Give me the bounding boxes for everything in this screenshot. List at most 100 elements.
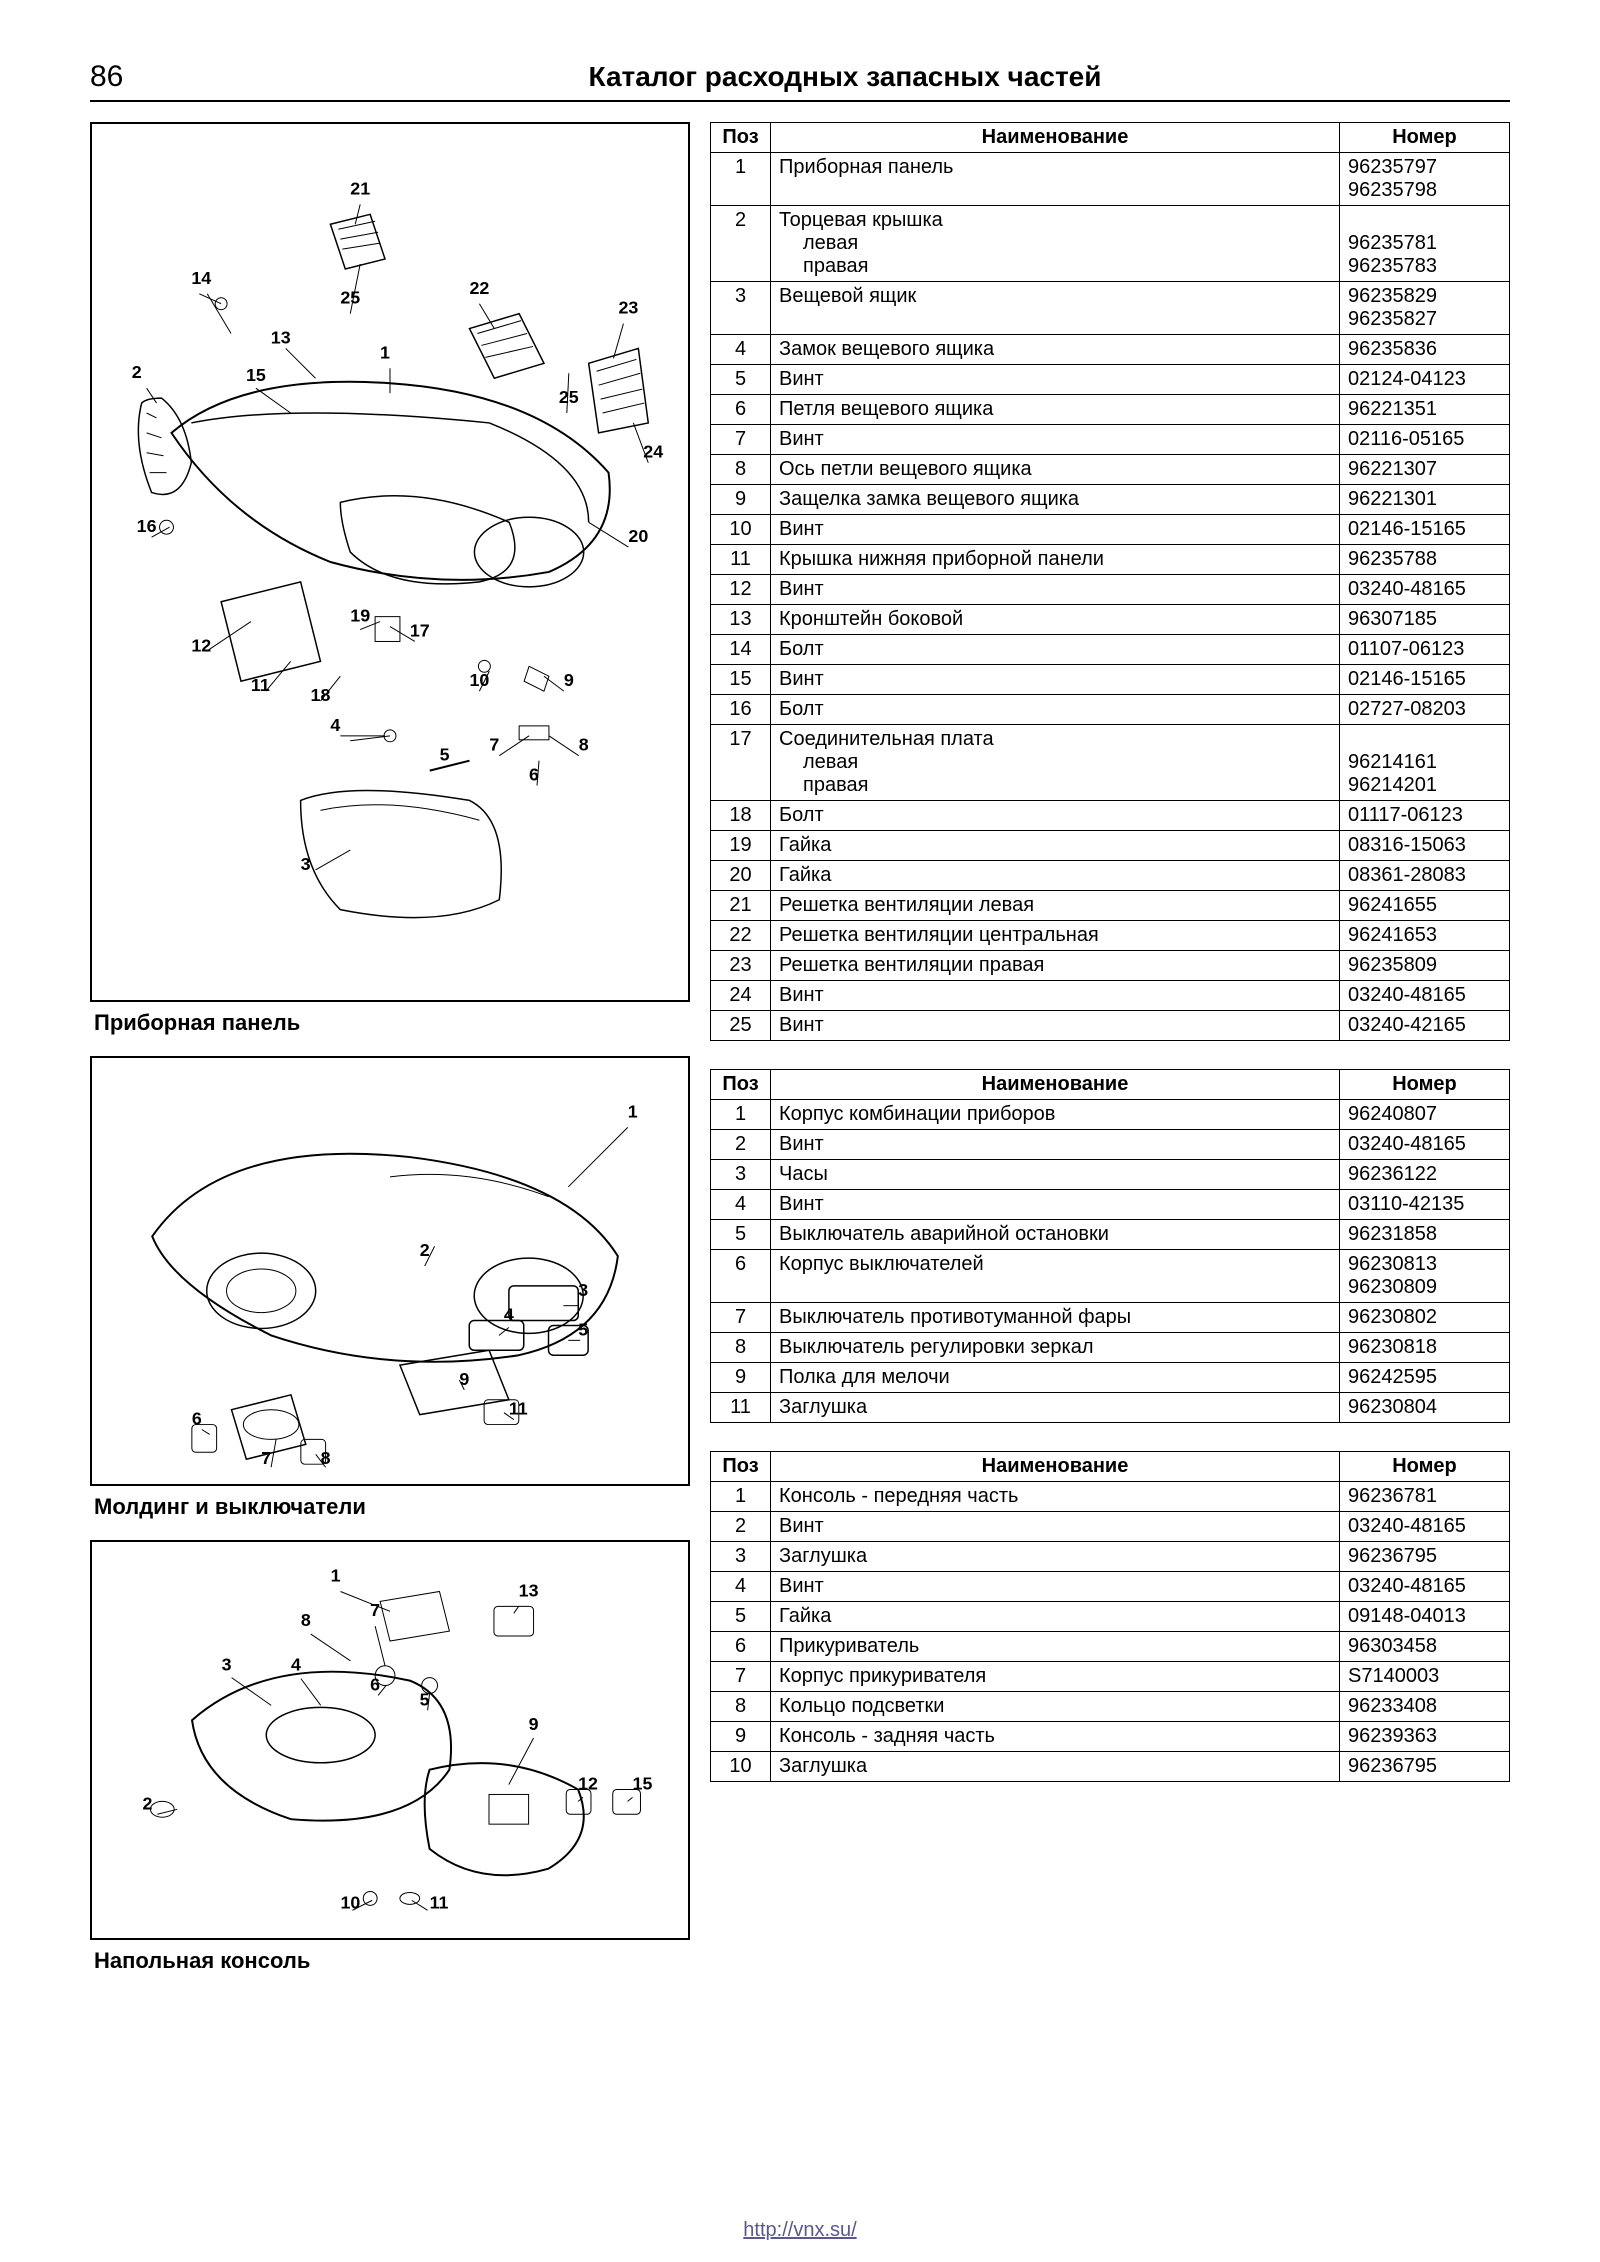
- cell-num: 09148-04013: [1340, 1602, 1510, 1632]
- cell-name: Винт: [771, 1512, 1340, 1542]
- table-row: 4Винт03240-48165: [711, 1572, 1510, 1602]
- callout-label: 4: [291, 1655, 301, 1675]
- table-row: 8Кольцо подсветки96233408: [711, 1692, 1510, 1722]
- cell-pos: 11: [711, 545, 771, 575]
- cell-name: Крышка нижняя приборной панели: [771, 545, 1340, 575]
- callout-label: 9: [529, 1714, 539, 1734]
- cell-num: 96221301: [1340, 485, 1510, 515]
- callout-label: 14: [191, 268, 211, 288]
- callout-label: 3: [578, 1280, 588, 1300]
- table-row: 18Болт01117-06123: [711, 801, 1510, 831]
- cell-name: Корпус комбинации приборов: [771, 1100, 1340, 1130]
- callout-label: 12: [191, 635, 211, 655]
- callout-label: 19: [350, 606, 370, 626]
- cell-pos: 3: [711, 282, 771, 335]
- cell-num: 96230818: [1340, 1333, 1510, 1363]
- table-row: 5Винт02124-04123: [711, 365, 1510, 395]
- cell-pos: 10: [711, 1752, 771, 1782]
- table-row: 10Винт02146-15165: [711, 515, 1510, 545]
- cell-pos: 7: [711, 1662, 771, 1692]
- table-row: 3Вещевой ящик9623582996235827: [711, 282, 1510, 335]
- callout-label: 5: [578, 1319, 588, 1339]
- cell-num: 01117-06123: [1340, 801, 1510, 831]
- table-row: 5Выключатель аварийной остановки96231858: [711, 1220, 1510, 1250]
- table-row: 17Соединительная платалеваяправая9621416…: [711, 725, 1510, 801]
- table-row: 7Выключатель противотуманной фары9623080…: [711, 1303, 1510, 1333]
- callout-label: 20: [628, 526, 648, 546]
- table-row: 9Консоль - задняя часть96239363: [711, 1722, 1510, 1752]
- callout-label: 24: [643, 442, 663, 462]
- cell-num: 96242595: [1340, 1363, 1510, 1393]
- cell-name: Корпус прикуривателя: [771, 1662, 1340, 1692]
- cell-name: Консоль - задняя часть: [771, 1722, 1340, 1752]
- table-row: 20Гайка08361-28083: [711, 861, 1510, 891]
- footer-link[interactable]: http://vnx.su/: [0, 2219, 1600, 2242]
- cell-pos: 3: [711, 1542, 771, 1572]
- table-row: 2Винт03240-48165: [711, 1130, 1510, 1160]
- cell-num: 02146-15165: [1340, 515, 1510, 545]
- cell-pos: 15: [711, 665, 771, 695]
- cell-name: Болт: [771, 801, 1340, 831]
- callout-label: 9: [564, 670, 574, 690]
- callout-label: 11: [251, 675, 270, 695]
- table-row: 9Защелка замка вещевого ящика96221301: [711, 485, 1510, 515]
- callout-label: 4: [330, 715, 340, 735]
- callout-label: 4: [504, 1305, 514, 1325]
- callout-label: 5: [440, 745, 450, 765]
- caption-2: Молдинг и выключатели: [94, 1494, 690, 1520]
- cell-name: Вещевой ящик: [771, 282, 1340, 335]
- cell-num: 03240-48165: [1340, 1512, 1510, 1542]
- cell-pos: 7: [711, 1303, 771, 1333]
- cell-name: Винт: [771, 1190, 1340, 1220]
- table-header-pos: Поз: [711, 123, 771, 153]
- callout-label: 12: [578, 1774, 598, 1794]
- cell-num: 96240807: [1340, 1100, 1510, 1130]
- cell-pos: 6: [711, 1250, 771, 1303]
- cell-pos: 5: [711, 1602, 771, 1632]
- diagram-3-svg: 1138734659212151011: [92, 1542, 688, 1938]
- cell-num: 96239363: [1340, 1722, 1510, 1752]
- callout-label: 7: [261, 1448, 271, 1468]
- right-column: Поз Наименование Номер 1Приборная панель…: [710, 122, 1510, 1994]
- cell-num: 96303458: [1340, 1632, 1510, 1662]
- callout-label: 13: [519, 1580, 539, 1600]
- cell-num: 96236795: [1340, 1752, 1510, 1782]
- cell-pos: 2: [711, 206, 771, 282]
- cell-name: Решетка вентиляции центральная: [771, 921, 1340, 951]
- cell-pos: 9: [711, 1363, 771, 1393]
- table-row: 8Выключатель регулировки зеркал96230818: [711, 1333, 1510, 1363]
- cell-name: Ось петли вещевого ящика: [771, 455, 1340, 485]
- table-header-pos: Поз: [711, 1452, 771, 1482]
- cell-pos: 2: [711, 1130, 771, 1160]
- cell-pos: 24: [711, 981, 771, 1011]
- cell-pos: 11: [711, 1393, 771, 1423]
- cell-pos: 13: [711, 605, 771, 635]
- diagram-1: 2114222513232151252416201219171118109457…: [90, 122, 690, 1002]
- page: 8 6 Каталог расходных запасных частей: [0, 0, 1600, 2262]
- callout-label: 6: [529, 765, 539, 785]
- callout-label: 8: [321, 1448, 331, 1468]
- cell-num: 03240-48165: [1340, 1130, 1510, 1160]
- cell-pos: 8: [711, 1692, 771, 1722]
- cell-name: Гайка: [771, 861, 1340, 891]
- cell-pos: 5: [711, 365, 771, 395]
- cell-num: 96236795: [1340, 1542, 1510, 1572]
- parts-table-1: Поз Наименование Номер 1Приборная панель…: [710, 122, 1510, 1041]
- cell-num: 01107-06123: [1340, 635, 1510, 665]
- callout-label: 2: [420, 1240, 430, 1260]
- cell-name: Винт: [771, 575, 1340, 605]
- cell-pos: 5: [711, 1220, 771, 1250]
- page-title: Каталог расходных запасных частей: [180, 61, 1510, 93]
- cell-pos: 9: [711, 1722, 771, 1752]
- cell-name: Решетка вентиляции левая: [771, 891, 1340, 921]
- cell-pos: 9: [711, 485, 771, 515]
- parts-table-3: Поз Наименование Номер 1Консоль - передн…: [710, 1451, 1510, 1782]
- table-header-name: Наименование: [771, 1452, 1340, 1482]
- caption-1: Приборная панель: [94, 1010, 690, 1036]
- cell-num: 96221351: [1340, 395, 1510, 425]
- cell-pos: 4: [711, 1190, 771, 1220]
- table-header-num: Номер: [1340, 1452, 1510, 1482]
- callout-label: 1: [380, 342, 390, 362]
- cell-name: Винт: [771, 365, 1340, 395]
- cell-name: Приборная панель: [771, 153, 1340, 206]
